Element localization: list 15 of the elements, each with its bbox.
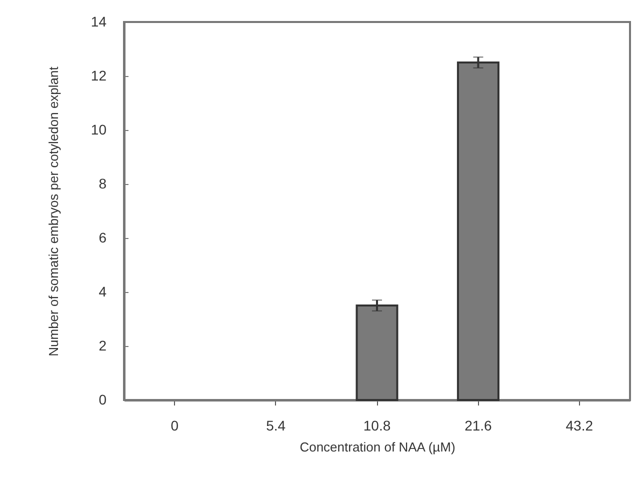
y-tick-label: 10 (90, 122, 107, 138)
x-tick-label: 21.6 (464, 418, 492, 434)
y-tick-label: 8 (98, 176, 107, 192)
y-tick-label: 2 (98, 338, 107, 354)
y-tick-label: 0 (98, 392, 107, 408)
x-tick-label: 10.8 (363, 418, 391, 434)
y-axis-title: Number of somatic embryos per cotyledon explant (46, 66, 61, 356)
x-tick-label: 0 (170, 418, 179, 434)
y-tick-label: 14 (90, 14, 107, 30)
x-tick-label: 43.2 (566, 418, 594, 434)
y-tick-label: 12 (90, 68, 107, 84)
x-axis-title: Concentration of NAA (µM) (300, 440, 456, 454)
y-tick-label: 4 (98, 284, 107, 300)
x-tick-label: 5.4 (266, 418, 286, 434)
y-tick-label: 6 (98, 230, 107, 246)
